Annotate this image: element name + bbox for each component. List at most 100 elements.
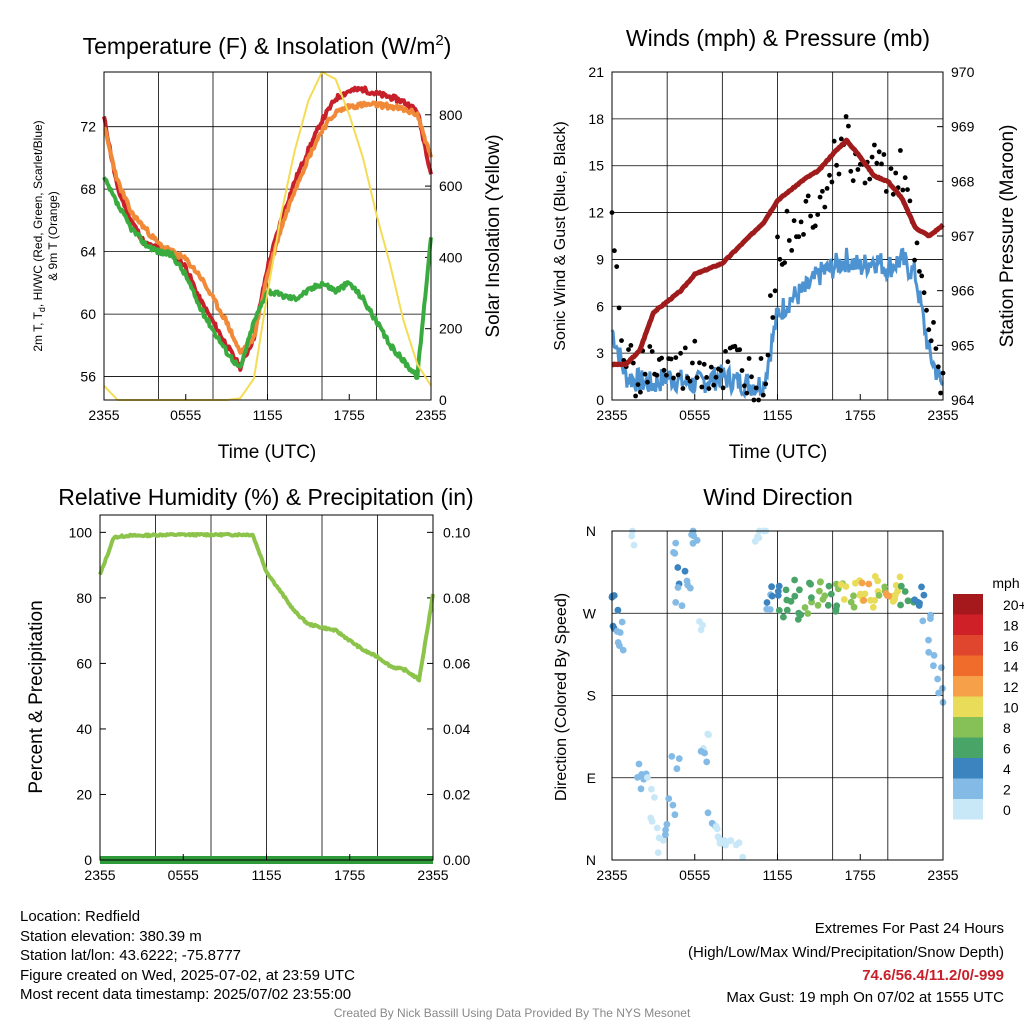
dir-point — [804, 610, 812, 617]
dir-point — [935, 689, 942, 697]
dir-point — [850, 603, 858, 611]
wind-gust-point — [725, 359, 731, 365]
wind-x-label: 0555 — [679, 407, 710, 423]
wind-gust-point — [694, 375, 700, 380]
wind-gust-point — [628, 343, 634, 348]
dir-point — [653, 824, 661, 832]
dir-point — [690, 532, 698, 540]
dir-point — [927, 611, 934, 619]
wind-gust-point — [699, 384, 705, 390]
dir-point — [637, 785, 645, 793]
wind-right-tick-label: 967 — [951, 228, 975, 244]
wind-gust-point — [661, 367, 667, 373]
dir-point — [920, 591, 928, 599]
footer-location: Location: Redfield — [20, 908, 141, 925]
wind-gust-point — [630, 360, 636, 366]
dir-point — [833, 602, 841, 610]
dir-point — [775, 582, 783, 590]
dir-point — [665, 795, 673, 802]
dir-point — [654, 849, 662, 856]
wind-gust-point — [706, 386, 712, 391]
dir-point — [651, 794, 658, 801]
wind-gust-point — [782, 260, 787, 266]
footer-latlon: Station lat/lon: 43.6222; -75.8777 — [20, 947, 242, 964]
wind-gust-point — [770, 315, 776, 320]
dir-point — [847, 598, 855, 606]
dir-point — [925, 648, 933, 656]
temp-x-label: 1755 — [334, 407, 365, 423]
wind-gust-point — [765, 352, 771, 358]
dir-point — [869, 603, 877, 611]
dir-point — [618, 618, 626, 626]
wind-gust-point — [933, 346, 939, 351]
wind-gust-point — [673, 355, 679, 360]
temp-right-tick-label: 600 — [439, 178, 463, 194]
dir-point — [821, 592, 829, 600]
dir-point — [857, 590, 864, 598]
dir-point — [817, 578, 824, 586]
dir-point — [668, 753, 676, 760]
dir-point — [782, 586, 790, 594]
temp-right-tick-label: 0 — [439, 392, 447, 408]
dir-point — [791, 576, 798, 584]
wind-gust-point — [803, 198, 809, 204]
wind-gust-point — [680, 386, 686, 391]
temp-ylabel-left-line2: & 9m T (Orange) — [46, 191, 60, 281]
legend-swatch — [953, 696, 983, 717]
wind-title: Winds (mph) & Pressure (mb) — [626, 25, 930, 51]
wind-gust-point — [867, 176, 873, 182]
dir-point — [616, 642, 623, 649]
wind-right-tick-label: 969 — [951, 119, 975, 135]
temp-x-label: 1155 — [252, 407, 282, 423]
wind-ylabel-left: Sonic Wind & Gust (Blue, Black) — [552, 121, 569, 350]
temp-ylabel-left: 2m T, Td, HI/WC (Red, Green, Scarlet/Blu… — [31, 120, 47, 351]
max-gust: Max Gust: 19 mph On 07/02 at 1555 UTC — [726, 989, 1004, 1006]
dir-tick-label: N — [586, 523, 596, 539]
wind-gust-point — [635, 382, 641, 387]
wind-gust-point — [874, 160, 880, 166]
dir-point — [850, 592, 857, 600]
legend-swatch — [953, 676, 983, 697]
dir-tick-label: W — [583, 605, 597, 621]
dir-point — [669, 801, 677, 809]
dir-point — [662, 831, 669, 839]
wind-left-tick-label: 15 — [588, 158, 604, 174]
dir-point — [732, 841, 740, 849]
wind-left-tick-label: 3 — [596, 345, 604, 361]
wind-gust-point — [784, 208, 790, 214]
legend-swatch — [953, 655, 983, 676]
wind-gust-point — [678, 350, 683, 356]
legend-label: 18 — [1003, 618, 1019, 634]
wind-gust-point — [775, 234, 780, 240]
temp-x-label: 2355 — [88, 407, 119, 423]
wind-gust-point — [737, 347, 743, 353]
wind-gust-point — [713, 374, 719, 380]
dir-point — [783, 606, 791, 614]
temp-left-tick-label: 64 — [80, 244, 96, 260]
wind-gust-point — [777, 256, 783, 262]
wind-gust-point — [642, 371, 648, 377]
temp-right-tick-label: 400 — [439, 249, 463, 265]
legend-label: 2 — [1003, 782, 1011, 798]
dir-tick-label: E — [587, 770, 596, 786]
dir-point — [704, 809, 712, 817]
dir-point — [938, 664, 945, 671]
wind-gust-point — [876, 149, 882, 155]
wind-gust-point — [836, 171, 842, 177]
dir-point — [696, 618, 703, 625]
dir-point — [816, 587, 823, 595]
wind-gust-point — [938, 390, 943, 396]
dir-point — [681, 567, 689, 575]
wind-gust-point — [838, 136, 844, 142]
dir-tick-label: S — [587, 688, 596, 704]
wind-gust-point — [720, 385, 726, 391]
wind-gust-point — [664, 372, 669, 378]
dir-point — [647, 814, 655, 822]
legend-label: 4 — [1003, 761, 1011, 777]
rh-x-label: 1755 — [334, 867, 365, 883]
dir-point — [796, 586, 803, 594]
dir-point — [672, 599, 680, 606]
wind-gust-point — [879, 161, 884, 167]
rh-ylabel-left: Percent & Precipitation — [26, 600, 47, 793]
dir-point — [630, 541, 638, 549]
